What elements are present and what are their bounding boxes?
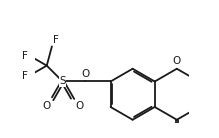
- Text: O: O: [81, 69, 89, 79]
- Text: F: F: [23, 51, 28, 61]
- Text: S: S: [59, 76, 66, 87]
- Text: O: O: [173, 56, 181, 66]
- Text: F: F: [53, 35, 59, 45]
- Text: O: O: [75, 101, 83, 111]
- Text: F: F: [23, 71, 28, 81]
- Text: O: O: [42, 101, 50, 111]
